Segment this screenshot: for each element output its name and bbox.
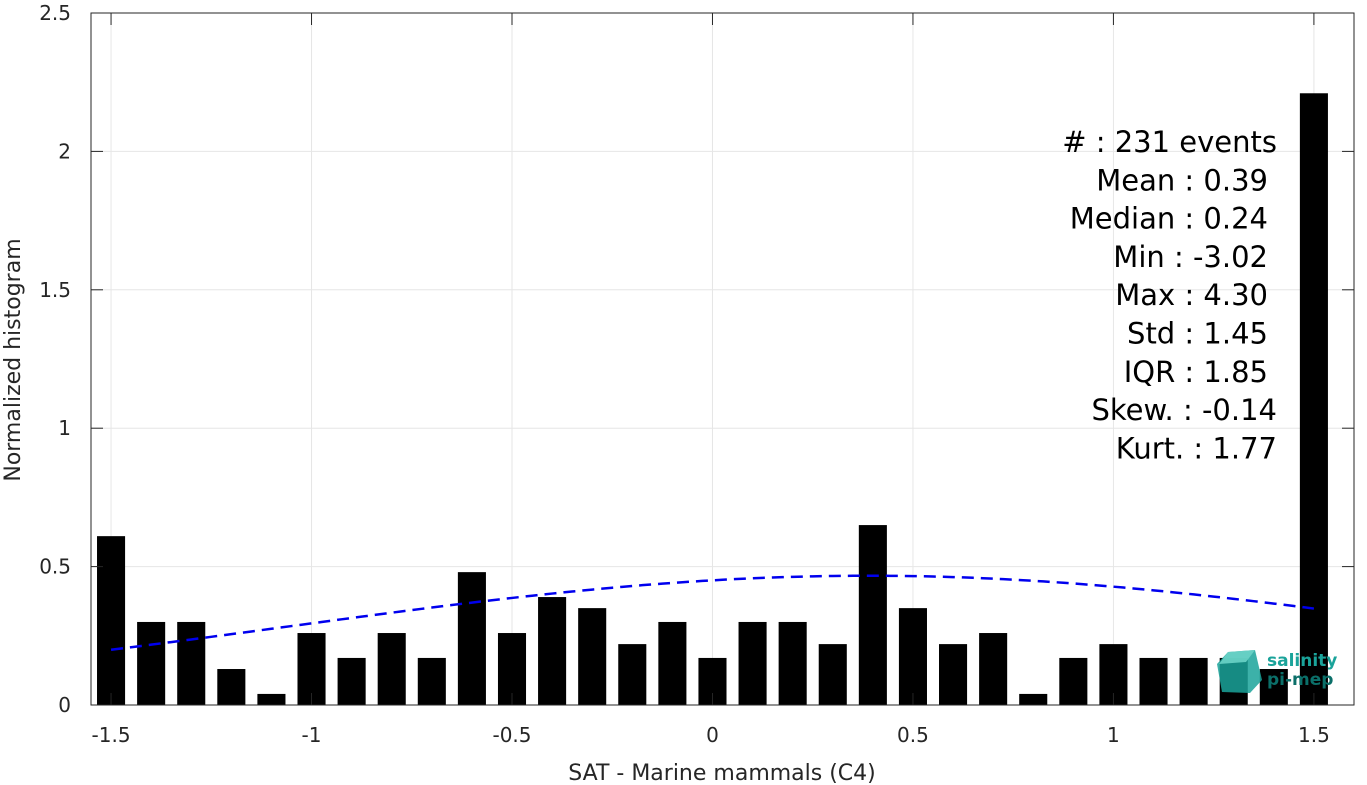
y-tick-label: 1.5 — [39, 278, 71, 302]
x-tick-label: -1 — [302, 723, 322, 747]
y-tick-label: 2 — [58, 139, 71, 163]
histogram-bar — [658, 621, 687, 705]
histogram-bar — [1259, 669, 1288, 705]
x-tick-label: -0.5 — [492, 723, 531, 747]
y-axis-label: Normalized histogram — [1, 238, 26, 481]
histogram-bar — [1299, 93, 1328, 706]
histogram-bar — [1179, 657, 1208, 705]
histogram-bar — [858, 525, 887, 705]
histogram-bar — [738, 621, 767, 705]
histogram-bar — [939, 644, 968, 705]
histogram-bar — [257, 693, 286, 705]
stats-line: Kurt. : 1.77 — [1116, 431, 1277, 465]
x-tick-label: 1.5 — [1298, 723, 1330, 747]
stats-line: Min : -3.02 — [1113, 240, 1268, 274]
logo-cube-face-icon — [1219, 650, 1255, 664]
histogram-bar — [1019, 693, 1048, 705]
x-tick-label: 0.5 — [897, 723, 929, 747]
x-axis-label: SAT - Marine mammals (C4) — [568, 761, 876, 785]
y-axis-ticks: 0 0.5 1 1.5 2 2.5 — [39, 1, 1354, 717]
axes-box — [90, 12, 1355, 706]
histogram-bar — [457, 572, 486, 705]
histogram-bar — [979, 633, 1008, 705]
histogram-bar — [337, 657, 366, 705]
stats-line: Mean : 0.39 — [1096, 163, 1268, 197]
histogram-bar — [1139, 657, 1168, 705]
stats-line: # : 231 events — [1062, 125, 1277, 159]
histogram-bar — [898, 608, 927, 705]
stats-annotation: # : 231 events Mean : 0.39 Median : 0.24 Mi… — [1062, 125, 1277, 465]
histogram-bar — [818, 644, 847, 705]
y-tick-label: 1 — [58, 416, 71, 440]
histogram-bar — [1059, 657, 1088, 705]
x-tick-label: -1.5 — [92, 723, 131, 747]
stats-line: IQR : 1.85 — [1124, 355, 1268, 389]
x-tick-label: 1 — [1107, 723, 1120, 747]
salinity-pimep-logo: salinity pi-mep — [1217, 650, 1337, 693]
y-tick-label: 2.5 — [39, 1, 71, 25]
stats-line: Skew. : -0.14 — [1091, 393, 1277, 427]
y-tick-label: 0 — [58, 693, 71, 717]
histogram-bar — [97, 536, 126, 705]
histogram-bar — [618, 644, 647, 705]
histogram-bar — [177, 621, 206, 705]
x-tick-label: 0 — [706, 723, 719, 747]
histogram-bar — [137, 621, 166, 705]
histogram-bar — [778, 621, 807, 705]
histogram-bar — [538, 597, 567, 705]
histogram-bar — [217, 669, 246, 705]
axes-frame — [90, 12, 1355, 706]
stats-line: Median : 0.24 — [1070, 202, 1268, 236]
histogram-bar — [377, 633, 406, 705]
y-tick-label: 0.5 — [39, 555, 71, 579]
stats-line: Std : 1.45 — [1127, 317, 1268, 351]
logo-text-salinity: salinity — [1267, 651, 1337, 671]
histogram-bar — [578, 608, 607, 705]
x-axis-ticks: -1.5 -1 -0.5 0 0.5 1 1.5 — [92, 13, 1330, 747]
stats-line: Max : 4.30 — [1115, 278, 1268, 312]
histogram-bar — [417, 657, 446, 705]
logo-text-pimep: pi-mep — [1267, 670, 1333, 690]
